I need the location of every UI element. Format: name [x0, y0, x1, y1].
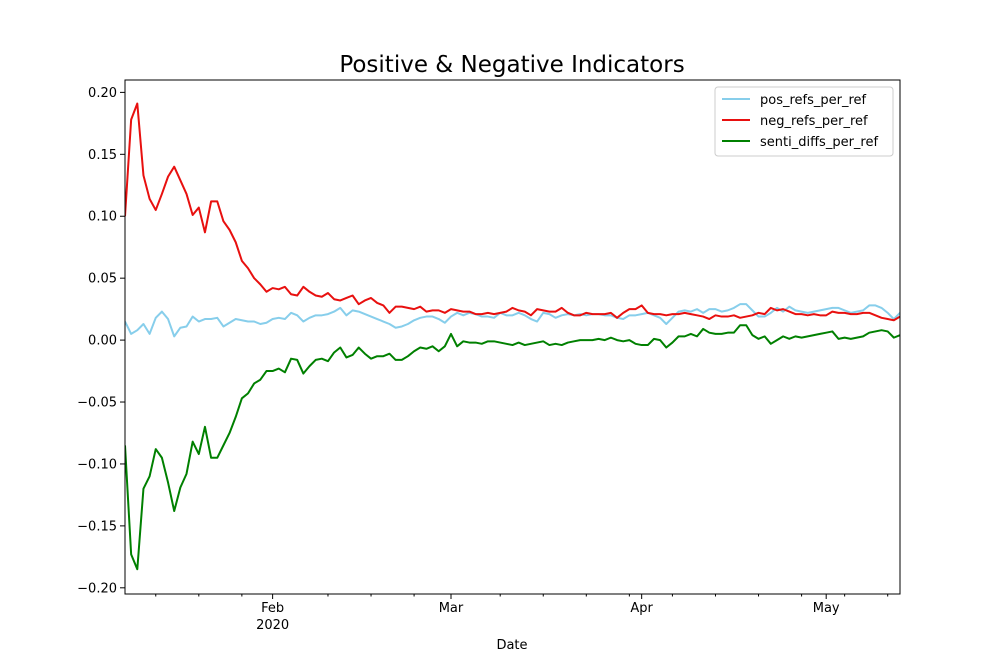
legend: pos_refs_per_ref neg_refs_per_ref senti_di…: [714, 86, 894, 157]
x-tick-label: Mar: [439, 601, 464, 616]
chart-title: Positive & Negative Indicators: [339, 52, 684, 78]
legend-label: senti_diffs_per_ref: [760, 135, 878, 150]
series-line-senti-diffs-per-ref: [125, 324, 900, 571]
legend-box: [714, 86, 894, 157]
y-tick-label: 0.15: [88, 148, 117, 163]
y-tick-label: −0.20: [77, 581, 117, 596]
y-tick-label: 0.05: [88, 272, 117, 287]
x-axis-label: Date: [496, 638, 527, 653]
y-tick-label: −0.05: [77, 396, 117, 411]
x-tick-label: Apr: [630, 601, 653, 616]
series-line-neg-refs-per-ref: [125, 102, 900, 322]
y-tick-label: −0.10: [77, 457, 117, 472]
y-tick-label: 0.10: [88, 210, 117, 225]
x-tick-year-label: 2020: [256, 618, 289, 633]
legend-label: pos_refs_per_ref: [760, 93, 867, 108]
x-tick-label: May: [813, 601, 840, 616]
series-line-pos-refs-per-ref: [125, 303, 900, 338]
plot-area: [125, 102, 900, 571]
plot-frame: [124, 79, 901, 595]
y-tick-label: 0.20: [88, 86, 117, 101]
y-tick-label: 0.00: [88, 334, 117, 349]
legend-label: neg_refs_per_ref: [760, 114, 868, 129]
x-tick-label: Feb: [261, 601, 284, 616]
y-axis: 0.20 0.15 0.10 0.05 0.00 −0.05 −0.10 −0.15 −0.20: [77, 86, 125, 596]
x-axis: Feb 2020 Mar Apr May: [155, 594, 889, 633]
y-tick-label: −0.15: [77, 519, 117, 534]
